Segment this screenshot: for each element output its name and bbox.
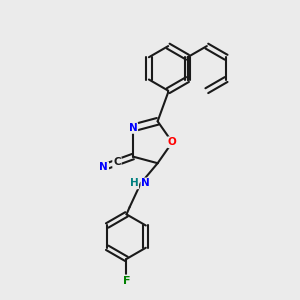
Text: O: O <box>168 137 177 147</box>
Text: F: F <box>123 276 130 286</box>
Text: N: N <box>128 123 137 133</box>
Text: H: H <box>130 178 138 188</box>
Text: N: N <box>100 162 108 172</box>
Text: C: C <box>113 158 121 167</box>
Text: N: N <box>141 178 150 188</box>
